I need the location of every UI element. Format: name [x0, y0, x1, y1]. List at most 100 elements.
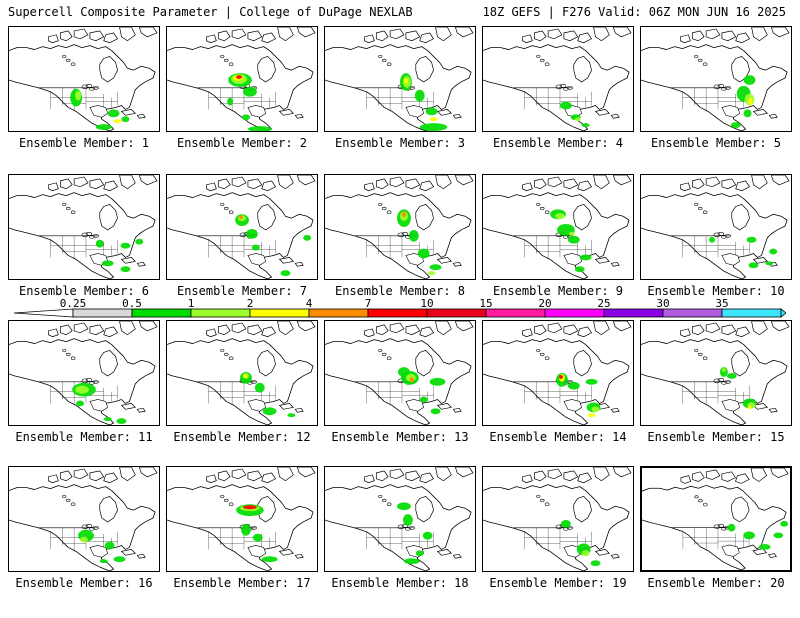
arctic-island: [278, 403, 295, 410]
ensemble-member-panel[interactable]: Ensemble Member: 20: [640, 466, 792, 618]
ensemble-member-panel[interactable]: Ensemble Member: 5: [640, 26, 792, 178]
arctic-island: [405, 324, 421, 336]
ensemble-member-panel[interactable]: Ensemble Member: 7: [166, 174, 318, 326]
ensemble-member-panel[interactable]: Ensemble Member: 4: [482, 26, 634, 178]
ensemble-member-panel[interactable]: Ensemble Member: 2: [166, 26, 318, 178]
lake: [378, 54, 383, 58]
parameter-contour: [719, 367, 728, 377]
member-map: [482, 26, 634, 132]
ensemble-member-panel[interactable]: Ensemble Member: 15: [640, 320, 792, 472]
arctic-island: [563, 324, 579, 336]
lake: [89, 380, 95, 385]
parameter-contour: [429, 377, 446, 386]
north-america-map: [325, 467, 474, 571]
lake: [717, 84, 725, 88]
lake: [724, 234, 732, 238]
ensemble-member-panel[interactable]: Ensemble Member: 17: [166, 466, 318, 618]
ensemble-member-panel[interactable]: Ensemble Member: 12: [166, 320, 318, 472]
ensemble-member-panel[interactable]: Ensemble Member: 10: [640, 174, 792, 326]
ensemble-member-panel[interactable]: Ensemble Member: 16: [8, 466, 160, 618]
arctic-island: [277, 321, 294, 336]
ensemble-member-panel[interactable]: Ensemble Member: 8: [324, 174, 476, 326]
lake: [223, 58, 229, 62]
arctic-island: [364, 34, 375, 44]
member-label: Ensemble Member: 1: [18, 136, 150, 150]
arctic-island: [120, 549, 137, 556]
parameter-contour: [239, 215, 243, 220]
parameter-contour: [419, 123, 448, 131]
lake: [566, 526, 574, 530]
lake: [89, 86, 95, 91]
member-label: Ensemble Member: 2: [176, 136, 308, 150]
colorbar-segment: [662, 308, 723, 318]
parameter-contour: [422, 531, 433, 540]
parameter-contour: [417, 248, 430, 259]
arctic-island: [277, 175, 294, 190]
colorbar-tick-label: 0.5: [122, 298, 142, 310]
arctic-island: [721, 324, 737, 336]
lake: [539, 206, 545, 210]
arctic-island: [120, 109, 137, 116]
member-map: [324, 320, 476, 426]
north-america-map: [641, 175, 790, 279]
arctic-island: [435, 321, 452, 336]
lake: [228, 62, 234, 67]
lake: [544, 62, 550, 67]
lake: [239, 232, 247, 238]
arctic-island: [103, 32, 119, 44]
arctic-island: [735, 326, 751, 338]
arctic-island: [375, 30, 389, 42]
arctic-island: [405, 178, 421, 190]
arctic-island: [522, 34, 533, 44]
ensemble-member-panel[interactable]: Ensemble Member: 14: [482, 320, 634, 472]
member-label: Ensemble Member: 3: [334, 136, 466, 150]
parameter-contour: [419, 396, 428, 403]
ensemble-member-panel[interactable]: Ensemble Member: 11: [8, 320, 160, 472]
colorbar-segment: [131, 308, 192, 318]
ensemble-member-panel[interactable]: Ensemble Member: 18: [324, 466, 476, 618]
arctic-island: [217, 470, 231, 482]
gulf-coast: [405, 105, 425, 118]
ensemble-member-panel[interactable]: Ensemble Member: 19: [482, 466, 634, 618]
arctic-island: [59, 470, 73, 482]
lake: [555, 524, 563, 530]
lake: [220, 54, 225, 58]
arctic-island: [364, 474, 375, 484]
arctic-island: [547, 176, 563, 188]
parameter-contour: [280, 270, 291, 277]
parameter-contour: [560, 519, 571, 528]
lake: [70, 356, 76, 361]
arctic-island: [419, 32, 435, 44]
ensemble-member-panel[interactable]: Ensemble Member: 9: [482, 174, 634, 326]
ensemble-member-panel[interactable]: Ensemble Member: 13: [324, 320, 476, 472]
arctic-island: [435, 175, 452, 190]
ensemble-member-panel[interactable]: Ensemble Member: 1: [8, 26, 160, 178]
arctic-island: [680, 328, 691, 338]
parameter-contour: [95, 239, 104, 248]
arctic-island: [752, 257, 769, 264]
arctic-island: [770, 321, 790, 332]
parameter-contour: [116, 418, 127, 425]
lake: [228, 356, 234, 361]
parameter-contour: [113, 556, 126, 563]
arctic-island: [294, 553, 304, 559]
ensemble-member-panel[interactable]: Ensemble Member: 3: [324, 26, 476, 178]
arctic-island: [454, 175, 474, 186]
arctic-island: [705, 28, 721, 40]
ensemble-member-panel[interactable]: Ensemble Member: 6: [8, 174, 160, 326]
colorbar-segment: [603, 308, 664, 318]
arctic-island: [533, 178, 547, 190]
arctic-island: [278, 549, 295, 556]
parameter-contour: [242, 505, 257, 510]
north-america-map: [167, 27, 316, 131]
lake: [220, 202, 225, 206]
arctic-island: [247, 30, 263, 42]
member-map: [640, 26, 792, 132]
hudson-bay: [731, 56, 750, 83]
parameter-contour: [113, 119, 122, 124]
arctic-island: [247, 178, 263, 190]
arctic-island: [750, 468, 768, 482]
arctic-island: [120, 403, 137, 410]
lake: [250, 380, 258, 384]
lake: [555, 84, 563, 90]
